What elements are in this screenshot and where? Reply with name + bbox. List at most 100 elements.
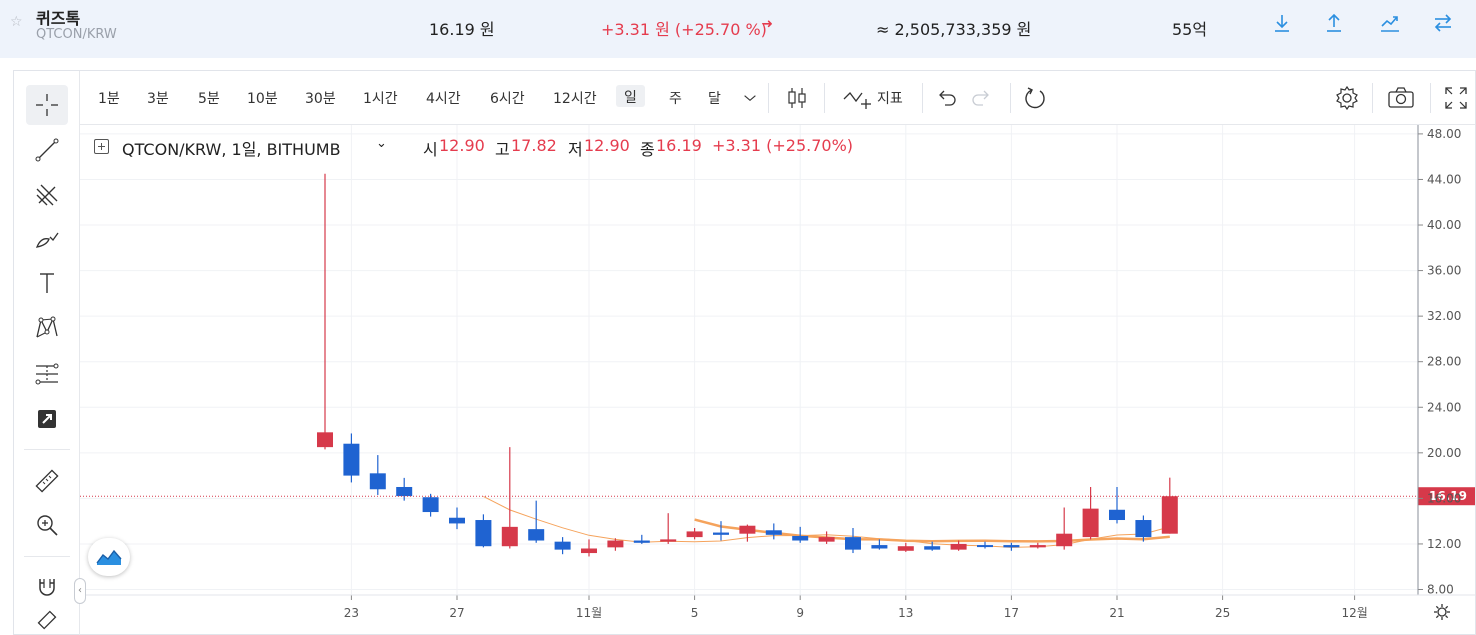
text-icon[interactable] [26, 263, 68, 303]
withdraw-icon[interactable] [1322, 12, 1346, 38]
candles [317, 173, 1178, 557]
axis-settings-gear-ring [1437, 607, 1447, 617]
legend-open: 12.90 [439, 136, 485, 155]
trend-line-icon[interactable] [26, 130, 68, 170]
candle-body [554, 541, 571, 550]
pitchfork-icon[interactable] [26, 175, 68, 215]
candle-body [1135, 520, 1152, 538]
axis-settings-icon [1434, 604, 1450, 620]
zoom-in-icon[interactable] [26, 505, 68, 545]
redo-icon[interactable] [968, 85, 994, 111]
up-arrow-icon: ➜ [762, 17, 773, 32]
candle-body [977, 545, 993, 548]
chart-widget [13, 70, 1476, 635]
time-tick-label: 21 [1109, 606, 1124, 620]
candle-type-icon[interactable] [784, 85, 810, 111]
legend-high: 17.82 [511, 136, 557, 155]
price-tick-label: 20.00 [1427, 446, 1461, 460]
candle-body [449, 517, 465, 524]
candle-body [686, 531, 703, 538]
candle-body [792, 535, 809, 541]
candle-body [1161, 496, 1178, 534]
price-tick-label: 16.00 [1427, 491, 1461, 505]
drawing-toolbar [14, 71, 80, 635]
price-tick-label: 24.00 [1427, 400, 1461, 414]
ruler-icon[interactable] [26, 461, 68, 501]
interval-1m[interactable]: 1분 [98, 91, 120, 107]
lock-drawings-icon[interactable] [26, 609, 68, 635]
forecast-icon[interactable] [26, 399, 68, 439]
exchange-icon[interactable] [1431, 12, 1455, 38]
candle-body [501, 526, 518, 547]
axis-settings-gear-tooth [1435, 615, 1439, 619]
chevron-down-icon[interactable]: ⌄ [376, 136, 387, 151]
last-price-tag [1418, 487, 1475, 506]
candle-body [528, 529, 545, 541]
camera-icon[interactable] [1387, 85, 1415, 111]
candle-body [475, 520, 492, 547]
magnet-icon[interactable] [26, 567, 68, 607]
candle-body [818, 537, 835, 542]
interval-6h[interactable]: 6시간 [490, 91, 525, 107]
interval-30m[interactable]: 30분 [305, 91, 336, 107]
legend-symbol[interactable]: QTCON/KRW, 1일, BITHUMB [122, 140, 341, 159]
axis-settings-gear-tooth [1445, 605, 1449, 609]
interval-1mo[interactable]: 달 [708, 91, 721, 107]
price-tick-label: 32.00 [1427, 309, 1461, 323]
current-price: 16.19 원 [429, 20, 495, 39]
chevron-down-icon[interactable] [740, 85, 760, 111]
candle-body [1029, 545, 1046, 548]
candle-body [713, 532, 729, 535]
pattern-icon[interactable] [26, 308, 68, 348]
interval-5m[interactable]: 5분 [198, 91, 220, 107]
market-cap: 55억 [1172, 20, 1208, 39]
candle-body [396, 486, 413, 497]
fullscreen-icon[interactable] [1443, 85, 1469, 111]
chart-icon[interactable] [1378, 12, 1402, 38]
collapse-toolbar-button[interactable]: ‹ [74, 578, 86, 604]
candle-body [581, 548, 597, 554]
brush-icon[interactable] [26, 219, 68, 259]
candle-body [369, 473, 386, 490]
candle-body [422, 497, 439, 513]
time-tick-label: 13 [898, 606, 913, 620]
legend-change: +3.31 (+25.70%) [712, 136, 854, 155]
interval-4h[interactable]: 4시간 [426, 91, 461, 107]
interval-12h[interactable]: 12시간 [553, 91, 597, 107]
toolbar-divider [24, 556, 70, 557]
candle-body [845, 537, 861, 550]
price-tick-label: 12.00 [1427, 537, 1461, 551]
interval-1w[interactable]: 주 [669, 91, 682, 107]
candle-body [739, 525, 756, 534]
crosshair-icon[interactable] [26, 85, 68, 125]
deposit-icon[interactable] [1270, 12, 1294, 38]
axes: 8.00 12.00 16.00 20.00 24.00 28.00 32.00 36.00 4… [80, 125, 1475, 620]
fib-retracement-icon[interactable] [26, 354, 68, 394]
undo-icon[interactable] [934, 85, 960, 111]
price-tick-label: 8.00 [1427, 583, 1454, 597]
interval-1d[interactable]: 일 [616, 85, 645, 107]
interval-3m[interactable]: 3분 [147, 91, 169, 107]
indicator-label[interactable]: 지표 [877, 91, 903, 107]
coin-pair: QTCON/KRW [36, 27, 117, 42]
settings-gear-icon[interactable] [1334, 85, 1360, 111]
legend-low: 12.90 [584, 136, 630, 155]
toolbar-divider [1010, 83, 1011, 113]
refresh-icon[interactable] [1022, 85, 1048, 111]
tradingview-logo-icon[interactable] [88, 538, 130, 576]
candle-body [633, 540, 650, 543]
candlestick-chart[interactable]: 16.19 8.00 12.00 16.00 20.00 24.00 28.00 32.00… [80, 125, 1475, 635]
axis-settings-gear-tooth [1435, 605, 1439, 609]
grid [80, 125, 1418, 595]
indicator-icon[interactable] [842, 85, 872, 111]
interval-10m[interactable]: 10분 [247, 91, 278, 107]
time-tick-label: 9 [796, 606, 804, 620]
interval-1h[interactable]: 1시간 [363, 91, 398, 107]
toolbar-divider [1372, 83, 1373, 113]
last-price-label: 16.19 [1429, 489, 1467, 503]
price-tick-label: 36.00 [1427, 264, 1461, 278]
legend-high-label: 고 [495, 140, 510, 159]
candle-body [1056, 533, 1073, 547]
add-symbol-icon[interactable] [94, 139, 109, 154]
favorite-star-icon[interactable]: ☆ [10, 14, 23, 30]
